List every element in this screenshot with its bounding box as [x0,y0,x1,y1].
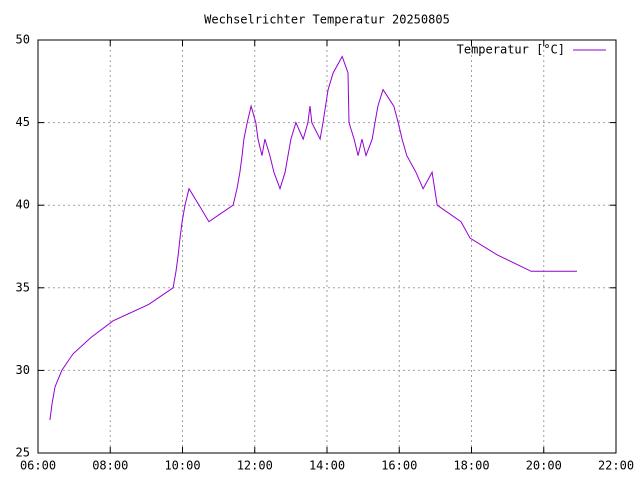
y-tick-label: 45 [16,115,30,129]
y-tick-label: 35 [16,280,30,294]
x-tick-label: 06:00 [20,459,56,473]
x-tick-label: 14:00 [309,459,345,473]
x-tick-label: 10:00 [164,459,200,473]
plot-border [37,39,617,454]
legend-label: Temperatur [°C] [457,43,565,57]
chart-title: Wechselrichter Temperatur 20250805 [204,13,450,27]
x-tick-label: 20:00 [526,459,562,473]
x-tick-label: 12:00 [237,459,273,473]
y-tick-label: 30 [16,363,30,377]
x-tick-label: 16:00 [381,459,417,473]
data-line [49,55,577,421]
y-tick-label: 40 [16,198,30,212]
x-tick-label: 08:00 [92,459,128,473]
y-tick-label: 25 [16,446,30,460]
y-tick-label: 50 [16,33,30,47]
x-tick-label: 18:00 [453,459,489,473]
x-tick-label: 22:00 [598,459,634,473]
